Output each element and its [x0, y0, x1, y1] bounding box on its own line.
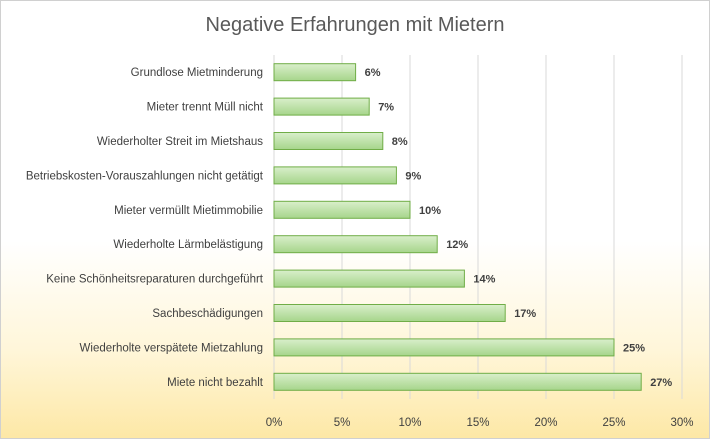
bar	[273, 97, 370, 116]
category-label: Betriebskosten-Vorauszahlungen nicht get…	[26, 170, 264, 182]
bar	[273, 372, 642, 391]
x-tick-label: 0%	[266, 417, 283, 429]
bar	[273, 338, 615, 357]
data-label: 7%	[378, 102, 394, 114]
bar	[273, 132, 384, 150]
data-label: 10%	[419, 205, 441, 217]
x-tick-label: 10%	[398, 417, 421, 429]
data-label: 17%	[514, 308, 536, 320]
category-label: Mieter vermüllt Mietimmobilie	[114, 205, 263, 217]
category-label: Grundlose Mietminderung	[131, 67, 263, 79]
x-tick-label: 20%	[534, 417, 557, 429]
x-tick-label: 30%	[670, 417, 693, 429]
data-label: 14%	[473, 274, 495, 286]
x-tick-label: 25%	[602, 417, 625, 429]
data-label: 8%	[392, 136, 408, 148]
category-label: Miete nicht bezahlt	[167, 377, 264, 389]
bar	[273, 235, 438, 254]
bar	[273, 166, 397, 185]
chart-title: Negative Erfahrungen mit Mietern	[205, 14, 504, 36]
data-label: 6%	[365, 67, 381, 79]
bar	[273, 269, 465, 288]
x-tick-label: 15%	[466, 417, 489, 429]
bar	[273, 63, 357, 82]
bar	[273, 304, 506, 322]
bar	[273, 200, 411, 219]
category-label: Keine Schönheitsreparaturen durchgeführt	[46, 274, 264, 286]
category-label: Wiederholte Lärmbelästigung	[113, 239, 263, 251]
data-label: 9%	[405, 170, 421, 182]
category-label: Sachbeschädigungen	[152, 308, 263, 320]
category-label: Wiederholter Streit im Mietshaus	[97, 136, 263, 148]
x-tick-label: 5%	[334, 417, 351, 429]
category-label: Wiederholte verspätete Mietzahlung	[80, 342, 263, 354]
data-label: 12%	[446, 239, 468, 251]
category-label: Mieter trennt Müll nicht	[147, 102, 264, 114]
data-label: 27%	[650, 377, 672, 389]
data-label: 25%	[623, 342, 645, 354]
